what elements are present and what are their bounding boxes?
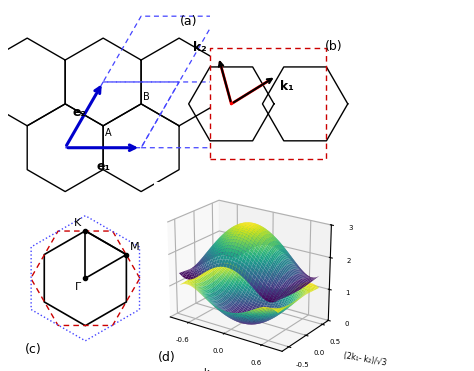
Text: B: B [143, 92, 150, 102]
Text: (c): (c) [26, 342, 42, 356]
Text: (2k₁- k₂)/√3: (2k₁- k₂)/√3 [343, 351, 387, 367]
Text: (b): (b) [325, 40, 342, 53]
Text: e₁: e₁ [96, 160, 110, 173]
Text: Γ: Γ [75, 282, 82, 292]
Text: (d): (d) [157, 351, 175, 364]
Text: k₂: k₂ [193, 40, 207, 53]
X-axis label: k₂: k₂ [203, 368, 213, 371]
Text: A: A [105, 128, 112, 138]
Text: K: K [74, 219, 82, 229]
Text: e₂: e₂ [73, 106, 86, 119]
Text: (a): (a) [180, 15, 198, 28]
Text: M: M [130, 242, 140, 252]
Text: k₁: k₁ [280, 79, 293, 92]
